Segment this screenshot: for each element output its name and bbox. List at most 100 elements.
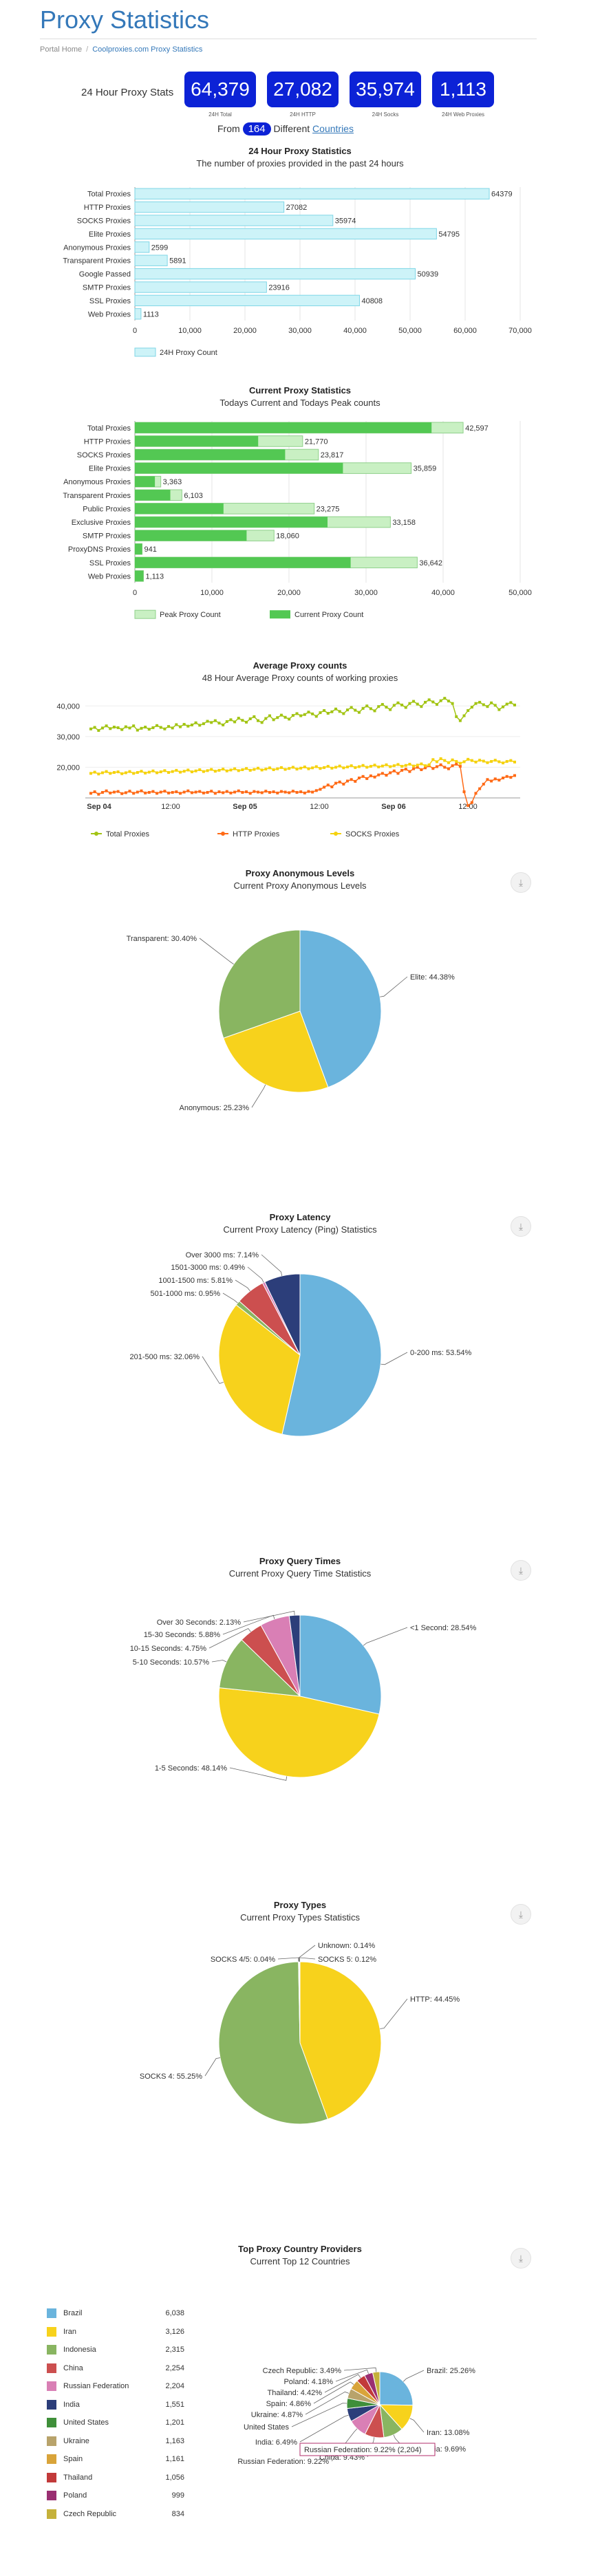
stat-http-caption: 24H HTTP bbox=[290, 111, 316, 118]
download-icon[interactable]: ⤓ bbox=[511, 872, 531, 893]
legend-swatch bbox=[134, 347, 156, 357]
stat-web-badge: 1,113 bbox=[432, 72, 494, 107]
current-bar bbox=[135, 503, 224, 515]
legend-swatch bbox=[47, 2418, 56, 2428]
point bbox=[124, 771, 127, 775]
pie-slice bbox=[218, 1961, 328, 2125]
point bbox=[279, 766, 283, 769]
point bbox=[431, 700, 435, 704]
point bbox=[439, 699, 442, 702]
pie-slice bbox=[372, 2371, 381, 2405]
point bbox=[283, 715, 287, 719]
chart-proxy-latency: Proxy Latency Current Proxy Latency (Ping… bbox=[129, 1212, 471, 1437]
country-name: Thailand bbox=[63, 2473, 93, 2482]
legend-label: Total Proxies bbox=[106, 830, 149, 838]
tooltip-text: Russian Federation: 9.22% (2,204) bbox=[304, 2446, 422, 2454]
point bbox=[408, 762, 411, 766]
country-name: Iran bbox=[63, 2327, 76, 2336]
point bbox=[233, 720, 237, 724]
point bbox=[490, 701, 493, 704]
point bbox=[156, 724, 159, 727]
legend-marker bbox=[334, 832, 338, 836]
point bbox=[97, 772, 100, 776]
y-tick-label: 30,000 bbox=[56, 733, 80, 742]
country-name: India bbox=[63, 2400, 80, 2409]
point bbox=[89, 772, 92, 775]
point bbox=[167, 725, 171, 728]
point bbox=[144, 771, 147, 775]
bar bbox=[134, 255, 168, 266]
point bbox=[120, 728, 124, 731]
point bbox=[408, 702, 411, 705]
data-label: 18,060 bbox=[276, 532, 299, 541]
label-connector bbox=[299, 1945, 316, 1962]
breadcrumb-current[interactable]: Coolproxies.com Proxy Statistics bbox=[92, 45, 203, 54]
category-label: SSL Proxies bbox=[89, 297, 131, 305]
point bbox=[404, 764, 407, 767]
country-count: 2,254 bbox=[165, 2363, 184, 2372]
point bbox=[311, 712, 314, 715]
country-legend-row: Ukraine 1,163 bbox=[47, 2432, 184, 2451]
label-connector bbox=[381, 1352, 408, 1365]
download-icon[interactable]: ⤓ bbox=[511, 1560, 531, 1581]
point bbox=[431, 767, 435, 770]
point bbox=[299, 714, 303, 717]
country-name: Spain bbox=[63, 2455, 83, 2464]
download-icon[interactable]: ⤓ bbox=[511, 1904, 531, 1925]
slice-label: SOCKS 5: 0.12% bbox=[318, 1956, 376, 1964]
point bbox=[260, 768, 264, 772]
point bbox=[288, 767, 291, 770]
point bbox=[295, 712, 299, 715]
countries-link[interactable]: Countries bbox=[312, 123, 354, 134]
slice-label: 201-500 ms: 32.06% bbox=[129, 1353, 200, 1361]
point bbox=[319, 711, 322, 715]
pie-slice bbox=[219, 1639, 301, 1697]
country-count: 1,163 bbox=[165, 2436, 184, 2445]
country-legend-row: Russian Federation 2,204 bbox=[47, 2377, 184, 2396]
point bbox=[194, 769, 197, 772]
slice-label: 1-5 Seconds: 48.14% bbox=[155, 1764, 227, 1773]
country-legend-row: Czech Republic 834 bbox=[47, 2505, 184, 2524]
point bbox=[175, 768, 178, 772]
point bbox=[93, 770, 96, 774]
point bbox=[257, 719, 260, 722]
point bbox=[443, 766, 447, 769]
breadcrumb-home-link[interactable]: Portal Home bbox=[40, 45, 83, 54]
point bbox=[279, 713, 283, 717]
label-connector bbox=[277, 1957, 299, 1962]
point bbox=[412, 767, 416, 770]
country-count: 1,161 bbox=[165, 2455, 184, 2464]
slice-label: 5-10 Seconds: 10.57% bbox=[133, 1658, 210, 1667]
point bbox=[416, 702, 419, 706]
download-icon[interactable]: ⤓ bbox=[511, 2248, 531, 2269]
chart-subtitle: Todays Current and Todays Peak counts bbox=[219, 398, 381, 408]
point bbox=[455, 715, 458, 718]
point bbox=[217, 768, 221, 772]
point bbox=[147, 728, 151, 731]
point bbox=[105, 770, 108, 773]
point bbox=[431, 758, 435, 761]
point bbox=[314, 765, 318, 768]
point bbox=[482, 703, 485, 706]
point bbox=[140, 789, 143, 792]
stat-total-caption: 24H Total bbox=[208, 111, 232, 118]
country-count: 1,201 bbox=[165, 2418, 184, 2427]
category-label: Total Proxies bbox=[87, 191, 131, 199]
download-icon[interactable]: ⤓ bbox=[511, 1216, 531, 1237]
point bbox=[206, 769, 209, 772]
category-label: SOCKS Proxies bbox=[77, 451, 131, 459]
point bbox=[291, 714, 294, 717]
point bbox=[462, 714, 466, 717]
country-count: 2,315 bbox=[165, 2346, 184, 2355]
point bbox=[392, 769, 396, 772]
point bbox=[420, 762, 423, 766]
point bbox=[140, 770, 143, 773]
point bbox=[124, 725, 127, 728]
point bbox=[303, 791, 306, 794]
slice-label: Poland: 4.18% bbox=[283, 2378, 333, 2386]
point bbox=[272, 790, 275, 794]
point bbox=[455, 759, 458, 763]
legend-swatch bbox=[134, 609, 156, 619]
point bbox=[396, 763, 400, 766]
slice-label: Ukraine: 4.87% bbox=[251, 2411, 303, 2419]
